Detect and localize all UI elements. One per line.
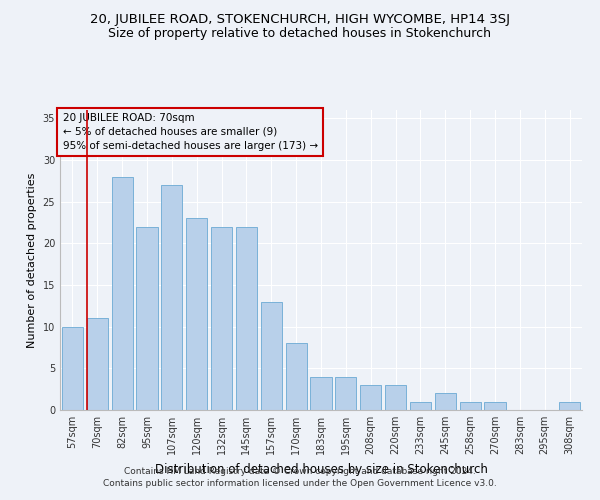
Bar: [261, 302, 282, 410]
Bar: [335, 376, 356, 410]
Y-axis label: Number of detached properties: Number of detached properties: [27, 172, 37, 348]
Bar: [286, 344, 307, 410]
Bar: [385, 385, 406, 410]
Bar: [410, 402, 431, 410]
Bar: [62, 326, 83, 410]
Bar: [310, 376, 332, 410]
Bar: [136, 226, 158, 410]
Bar: [460, 402, 481, 410]
Bar: [87, 318, 108, 410]
Text: Size of property relative to detached houses in Stokenchurch: Size of property relative to detached ho…: [109, 28, 491, 40]
Text: 20, JUBILEE ROAD, STOKENCHURCH, HIGH WYCOMBE, HP14 3SJ: 20, JUBILEE ROAD, STOKENCHURCH, HIGH WYC…: [90, 12, 510, 26]
Bar: [161, 185, 182, 410]
Bar: [484, 402, 506, 410]
Bar: [211, 226, 232, 410]
Bar: [435, 394, 456, 410]
Bar: [559, 402, 580, 410]
Bar: [236, 226, 257, 410]
Bar: [360, 385, 381, 410]
Bar: [112, 176, 133, 410]
Bar: [186, 218, 207, 410]
Text: 20 JUBILEE ROAD: 70sqm
← 5% of detached houses are smaller (9)
95% of semi-detac: 20 JUBILEE ROAD: 70sqm ← 5% of detached …: [62, 113, 318, 151]
Text: Contains HM Land Registry data © Crown copyright and database right 2024.
Contai: Contains HM Land Registry data © Crown c…: [103, 466, 497, 487]
X-axis label: Distribution of detached houses by size in Stokenchurch: Distribution of detached houses by size …: [155, 462, 487, 475]
